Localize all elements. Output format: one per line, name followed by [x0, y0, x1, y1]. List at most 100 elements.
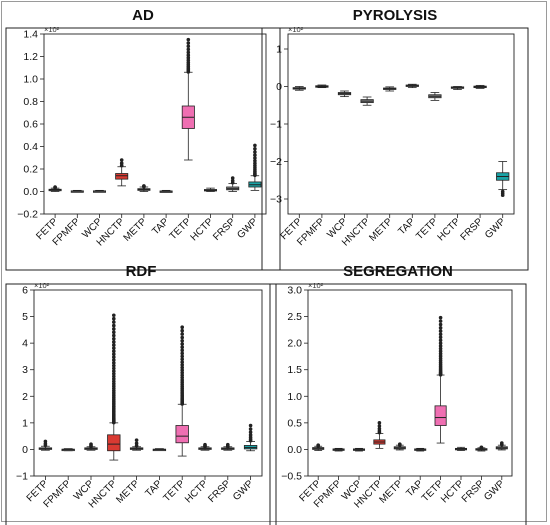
- outlier-point: [180, 345, 184, 350]
- outlier-point: [112, 349, 116, 354]
- y-tick-label: 0.8: [23, 96, 38, 108]
- box-tetp: [175, 325, 189, 457]
- box-body: [175, 425, 189, 444]
- box-hnctp: [373, 421, 386, 449]
- panel-border: [5, 283, 277, 525]
- x-tick-label: TETP: [161, 478, 187, 504]
- y-tick-label: 0: [22, 444, 28, 456]
- y-tick-label: 1.0: [287, 391, 302, 403]
- outlier-point: [53, 185, 57, 189]
- outlier-point: [248, 430, 253, 434]
- box-wcp: [92, 189, 107, 193]
- box-wcp: [337, 90, 352, 98]
- outlier-point: [112, 371, 116, 376]
- axis-scale-label: ×10²: [34, 281, 50, 290]
- y-tick-label: 1: [276, 44, 282, 56]
- panel-ad: AD×10²−0.20.00.20.40.60.81.01.21.4FETPFP…: [5, 7, 281, 271]
- box-hnctp: [115, 158, 129, 187]
- outlier-point: [438, 341, 443, 345]
- box-hctp: [198, 442, 212, 451]
- outlier-point: [438, 344, 443, 348]
- outlier-point: [377, 421, 382, 425]
- outlier-point: [112, 366, 116, 371]
- outlier-point: [180, 368, 184, 373]
- outlier-point: [180, 328, 184, 333]
- y-tick-label: 0.0: [287, 444, 302, 456]
- box-hctp: [454, 446, 468, 451]
- outlier-point: [112, 323, 116, 328]
- x-tick-label: TETP: [414, 216, 440, 242]
- box-fetp: [38, 439, 53, 451]
- box-tetp: [434, 315, 447, 444]
- box-body: [107, 434, 121, 452]
- outlier-point: [186, 37, 191, 42]
- outlier-point: [180, 348, 184, 353]
- y-tick-label: 5: [22, 311, 28, 323]
- box-fetp: [292, 86, 306, 91]
- outlier-point: [248, 433, 253, 437]
- outlier-point: [180, 365, 184, 370]
- y-tick-label: −1: [16, 471, 28, 483]
- outlier-point: [112, 320, 116, 324]
- x-tick-label: FRSP: [211, 216, 238, 243]
- outlier-point: [253, 161, 257, 166]
- outlier-point: [119, 158, 124, 162]
- outlier-point: [248, 427, 253, 431]
- box-body: [434, 405, 447, 426]
- y-tick-label: 1.4: [23, 29, 38, 41]
- outlier-point: [253, 143, 257, 148]
- outlier-point: [112, 313, 116, 318]
- outlier-point: [180, 357, 184, 362]
- y-tick-label: 1.2: [23, 51, 38, 63]
- panel-title: AD: [132, 7, 154, 24]
- box-fpmfp: [70, 189, 84, 193]
- outlier-point: [398, 442, 402, 446]
- outlier-point: [230, 176, 235, 180]
- box-tap: [414, 447, 427, 452]
- outlier-point: [112, 369, 116, 373]
- outlier-point: [89, 442, 93, 446]
- box-hctp: [450, 86, 465, 90]
- outlier-point: [142, 184, 146, 188]
- outlier-point: [112, 327, 116, 331]
- outlier-point: [180, 342, 184, 346]
- panel-border: [5, 27, 281, 271]
- outlier-point: [112, 316, 116, 321]
- outlier-point: [500, 441, 504, 445]
- y-tick-label: −0.2: [17, 209, 38, 221]
- outlier-point: [186, 53, 191, 57]
- outlier-point: [203, 442, 207, 447]
- outlier-point: [112, 346, 116, 350]
- outlier-point: [180, 370, 184, 375]
- x-tick-label: HCTP: [436, 216, 463, 243]
- outlier-point: [438, 329, 443, 333]
- plot-area: [33, 289, 263, 477]
- outlier-point: [112, 377, 116, 381]
- x-tick-label: METP: [122, 216, 150, 244]
- box-tap: [405, 83, 419, 89]
- box-hctp: [203, 187, 218, 192]
- box-hnctp: [360, 96, 374, 106]
- outlier-point: [180, 351, 184, 356]
- y-tick-label: 0.5: [287, 417, 302, 429]
- outlier-point: [180, 363, 184, 367]
- box-fpmfp: [332, 447, 345, 452]
- outlier-point: [230, 178, 235, 183]
- box-tetp: [181, 37, 195, 161]
- panel-border: [261, 27, 529, 271]
- y-tick-label: 6: [22, 285, 28, 297]
- x-tick-label: GWP: [231, 478, 256, 503]
- panel-border: [269, 283, 527, 525]
- box-frsp: [221, 442, 235, 451]
- outlier-point: [438, 322, 443, 327]
- outlier-point: [500, 193, 505, 198]
- outlier-point: [134, 441, 139, 446]
- y-tick-label: −1: [270, 119, 282, 131]
- x-tick-label: FRSP: [460, 478, 487, 505]
- outlier-point: [112, 343, 116, 347]
- panel-title: PYROLYSIS: [353, 7, 437, 24]
- box-fpmfp: [61, 448, 75, 452]
- box-gwp: [495, 441, 508, 451]
- outlier-point: [186, 56, 191, 60]
